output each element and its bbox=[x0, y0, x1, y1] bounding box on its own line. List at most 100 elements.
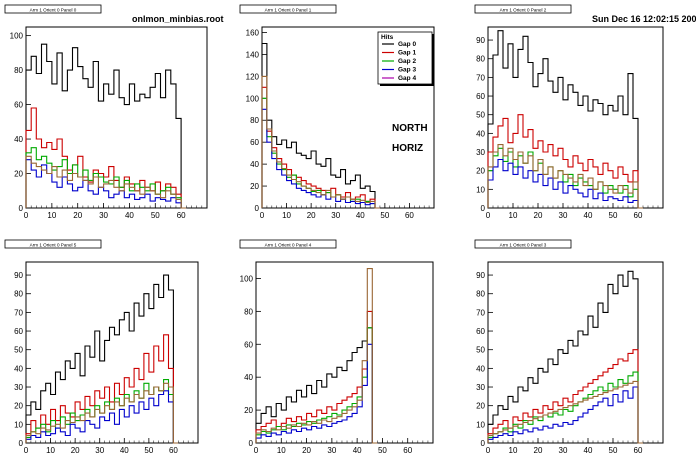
panel-1: Arm 1 Orient 0 Panel 1 0 10 20 30 40 50 60 0 20 40… bbox=[239, 4, 435, 220]
y-tick-label: 10 bbox=[476, 420, 485, 429]
x-tick-label: 60 bbox=[405, 211, 414, 220]
x-tick-label: 50 bbox=[378, 446, 387, 455]
y-tick-label: 20 bbox=[250, 182, 259, 191]
legend-entry: Gap 4 bbox=[398, 75, 416, 82]
panel-title: Arm 1 Orient 0 Panel 2 bbox=[500, 7, 547, 12]
series-brown bbox=[487, 380, 643, 444]
y-tick-label: 70 bbox=[476, 308, 485, 317]
y-tick-label: 160 bbox=[246, 28, 260, 37]
y-tick-label: 80 bbox=[244, 307, 253, 316]
y-tick-label: 50 bbox=[476, 111, 485, 120]
series-brown bbox=[487, 144, 643, 209]
y-tick-label: 0 bbox=[19, 439, 24, 448]
legend-entry: Gap 3 bbox=[398, 67, 416, 74]
y-tick-label: 0 bbox=[255, 204, 260, 213]
legend-entry: Gap 1 bbox=[398, 50, 416, 57]
y-tick-label: 70 bbox=[14, 308, 23, 317]
y-tick-label: 70 bbox=[476, 73, 485, 82]
y-tick-label: 140 bbox=[246, 50, 260, 59]
filename-label: onlmon_minbias.root bbox=[132, 14, 224, 24]
y-tick-label: 30 bbox=[14, 383, 23, 392]
legend-box bbox=[377, 31, 433, 85]
series-gap1 bbox=[487, 114, 643, 209]
y-tick-label: 30 bbox=[476, 383, 485, 392]
panel-title-box bbox=[239, 239, 337, 249]
x-tick-label: 50 bbox=[380, 211, 389, 220]
y-tick-label: 100 bbox=[246, 94, 260, 103]
y-tick-label: 20 bbox=[476, 167, 485, 176]
panel-title: Arm 1 Orient 0 Panel 1 bbox=[265, 7, 312, 12]
x-tick-label: 0 bbox=[24, 446, 29, 455]
panel-4: Arm 1 Orient 0 Panel 4 0 10 20 30 40 50 60 0 20 40… bbox=[239, 239, 434, 455]
y-tick-label: 40 bbox=[476, 129, 485, 138]
x-tick-label: 10 bbox=[282, 211, 291, 220]
series-brown bbox=[255, 268, 378, 444]
x-tick-label: 40 bbox=[125, 211, 134, 220]
x-tick-label: 60 bbox=[634, 211, 643, 220]
y-tick-label: 100 bbox=[240, 274, 254, 283]
y-tick-label: 40 bbox=[244, 373, 253, 382]
plot-frame bbox=[255, 261, 434, 444]
y-tick-label: 100 bbox=[10, 32, 24, 41]
panel-title: Arm 1 Orient 0 Panel 3 bbox=[500, 242, 547, 247]
x-tick-label: 30 bbox=[327, 446, 336, 455]
x-tick-label: 40 bbox=[584, 446, 593, 455]
panel-title: Arm 1 Orient 0 Panel 4 bbox=[265, 242, 312, 247]
panel-title-box bbox=[474, 239, 572, 249]
plot-frame bbox=[25, 261, 199, 444]
x-tick-label: 40 bbox=[356, 211, 365, 220]
x-tick-label: 20 bbox=[302, 446, 311, 455]
x-tick-label: 30 bbox=[95, 446, 104, 455]
y-tick-label: 0 bbox=[481, 204, 486, 213]
x-tick-label: 30 bbox=[559, 446, 568, 455]
y-tick-label: 80 bbox=[476, 55, 485, 64]
x-tick-label: 60 bbox=[634, 446, 643, 455]
y-tick-label: 60 bbox=[244, 340, 253, 349]
panel-title: Arm 1 Orient 0 Panel 0 bbox=[30, 7, 77, 12]
x-tick-label: 40 bbox=[353, 446, 362, 455]
x-tick-label: 10 bbox=[277, 446, 286, 455]
series-gap0 bbox=[25, 43, 187, 209]
x-tick-label: 30 bbox=[559, 211, 568, 220]
series-gap1 bbox=[261, 86, 380, 209]
x-tick-label: 20 bbox=[307, 211, 316, 220]
y-tick-label: 60 bbox=[476, 327, 485, 336]
y-tick-label: 90 bbox=[14, 271, 23, 280]
y-tick-label: 80 bbox=[14, 66, 23, 75]
panel-5: Arm 1 Orient 0 Panel 3 0 10 20 30 40 50 60 0 10 20… bbox=[474, 239, 664, 455]
y-tick-label: 40 bbox=[250, 160, 259, 169]
y-tick-label: 90 bbox=[476, 271, 485, 280]
x-tick-label: 10 bbox=[46, 446, 55, 455]
x-tick-label: 0 bbox=[24, 211, 29, 220]
series-gap0 bbox=[255, 327, 378, 444]
x-tick-label: 60 bbox=[177, 211, 186, 220]
y-tick-label: 20 bbox=[14, 402, 23, 411]
x-tick-label: 50 bbox=[144, 446, 153, 455]
panel-0: Arm 1 Orient 0 Panel 0 0 10 20 30 40 50 60 0 20 40… bbox=[4, 4, 208, 220]
series-gap0 bbox=[261, 42, 380, 209]
y-tick-label: 40 bbox=[14, 364, 23, 373]
y-tick-label: 20 bbox=[244, 406, 253, 415]
x-tick-label: 0 bbox=[260, 211, 265, 220]
datetime-label: Sun Dec 16 12:02:15 2007 bbox=[592, 14, 696, 24]
y-tick-label: 40 bbox=[476, 364, 485, 373]
x-tick-label: 0 bbox=[254, 446, 259, 455]
x-tick-label: 20 bbox=[71, 446, 80, 455]
x-tick-label: 0 bbox=[486, 446, 491, 455]
x-tick-label: 50 bbox=[609, 211, 618, 220]
y-tick-label: 50 bbox=[14, 346, 23, 355]
y-tick-label: 80 bbox=[14, 290, 23, 299]
x-tick-label: 40 bbox=[120, 446, 129, 455]
plot-frame bbox=[487, 261, 664, 444]
plot-frame bbox=[25, 26, 208, 209]
series-gap3 bbox=[487, 386, 643, 444]
panel-3: Arm 1 Orient 0 Panel 5 0 10 20 30 40 50 60 0 10 20… bbox=[4, 239, 199, 455]
panel-title: Arm 1 Orient 0 Panel 5 bbox=[30, 242, 77, 247]
x-tick-label: 30 bbox=[331, 211, 340, 220]
panel-title-box bbox=[239, 4, 337, 14]
x-tick-label: 30 bbox=[99, 211, 108, 220]
x-tick-label: 0 bbox=[486, 211, 491, 220]
y-tick-label: 50 bbox=[476, 346, 485, 355]
panel-title-box bbox=[4, 239, 102, 249]
